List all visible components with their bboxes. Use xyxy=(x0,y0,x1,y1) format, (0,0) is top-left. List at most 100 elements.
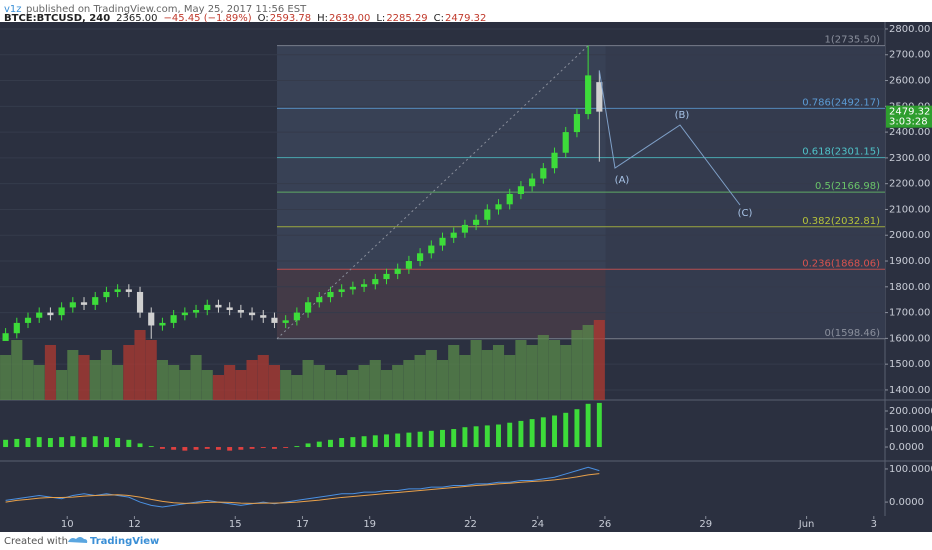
candle-body xyxy=(114,289,121,292)
volume-bar xyxy=(145,340,157,400)
volume-bar xyxy=(235,370,247,400)
user[interactable]: v1z xyxy=(4,4,22,15)
price-tag xyxy=(886,105,932,128)
hist-bar xyxy=(81,437,87,448)
candle-body xyxy=(461,224,468,233)
candle-body xyxy=(293,312,300,321)
hist-bar xyxy=(182,447,188,451)
hist-bar xyxy=(585,403,591,448)
y2-tick-label: 0.0000 xyxy=(889,497,924,508)
candle-body xyxy=(338,289,345,292)
volume-bar xyxy=(358,365,370,400)
volume-bar xyxy=(224,365,236,400)
indicator-line xyxy=(5,473,600,504)
hist-bar xyxy=(193,447,199,450)
volume-bar xyxy=(190,355,202,400)
candle-body xyxy=(36,312,43,318)
hist-bar xyxy=(473,426,479,448)
candle-body xyxy=(148,312,155,326)
hist-bar xyxy=(596,402,602,448)
y-tick-label: 1700.00 xyxy=(889,308,930,319)
hist-bar xyxy=(507,422,513,448)
candle-body xyxy=(349,286,356,290)
fib-label: 0.5(2166.98) xyxy=(815,181,880,192)
hist-bar xyxy=(271,447,277,449)
y-tick-label: 2700.00 xyxy=(889,50,930,61)
hist-bar xyxy=(171,447,177,450)
brand[interactable]: TradingView xyxy=(90,536,159,547)
price-axis-bg xyxy=(885,22,932,516)
candle-body xyxy=(2,333,9,341)
candle-body xyxy=(596,82,603,112)
y-tick-label: 1400.00 xyxy=(889,385,930,396)
x-tick-label: 3 xyxy=(871,519,877,530)
y-tick-label: 2600.00 xyxy=(889,76,930,87)
candle-body xyxy=(47,312,54,316)
x-tick-label: 26 xyxy=(599,519,612,530)
candle-body xyxy=(204,304,211,311)
hist-bar xyxy=(70,436,76,448)
time-axis-bg xyxy=(0,516,932,532)
ohlc-label: L: xyxy=(376,13,385,24)
volume-bar xyxy=(560,345,572,400)
candle-body xyxy=(484,209,491,220)
volume-bar xyxy=(257,355,269,400)
volume-bar xyxy=(481,350,493,400)
candle-body xyxy=(125,289,132,292)
volume-bar xyxy=(392,365,404,400)
y-tick-label: 2300.00 xyxy=(889,153,930,164)
volume-bar xyxy=(537,335,549,400)
x-tick-label: 22 xyxy=(464,519,477,530)
candle-body xyxy=(405,261,412,269)
hist-bar xyxy=(529,419,535,448)
volume-bar xyxy=(112,365,124,400)
volume-bar xyxy=(280,370,292,400)
volume-bar xyxy=(168,365,180,400)
hist-bar xyxy=(159,447,165,449)
header-field: 2479.32 xyxy=(445,13,486,24)
ohlc-label: H: xyxy=(317,13,328,24)
hist-bar xyxy=(294,446,300,448)
plot: 2800.002700.002600.002500.002400.002300.… xyxy=(0,24,932,530)
candle-body xyxy=(562,132,569,153)
volume-bar xyxy=(313,365,325,400)
header-field: BTCE:BTCUSD, 240 xyxy=(4,13,110,24)
candle-body xyxy=(24,317,32,323)
hist-bar xyxy=(462,427,468,448)
y1-tick-label: 0.0000 xyxy=(889,442,924,453)
volume-bar xyxy=(179,370,191,400)
fib-label: 1(2735.50) xyxy=(824,35,880,46)
fib-label: 0.618(2301.15) xyxy=(802,147,880,158)
candle-body xyxy=(282,320,289,323)
volume-bar xyxy=(324,370,337,400)
y-tick-label: 2800.00 xyxy=(889,24,930,35)
candle-body xyxy=(13,322,20,334)
hist-bar xyxy=(204,447,210,449)
volume-bar xyxy=(100,350,112,400)
candle-body xyxy=(394,268,401,274)
candle-body xyxy=(192,310,200,313)
symbol-line: BTCE:BTCUSD, 240 2365.00 −45.45 (−1.89%) O:… xyxy=(4,13,486,24)
hist-bar xyxy=(574,409,580,448)
candle-body xyxy=(495,204,502,210)
volume-bar xyxy=(593,320,605,400)
ohlc-label: O: xyxy=(258,13,269,24)
volume-bar xyxy=(291,375,303,400)
x-tick-label: 24 xyxy=(531,519,544,530)
candle-body xyxy=(540,168,547,179)
candle-body xyxy=(159,322,166,326)
hist-bar xyxy=(518,420,524,448)
candle-body xyxy=(80,302,88,305)
hist-bar xyxy=(3,439,9,448)
hist-bar xyxy=(350,437,356,448)
y-tick-label: 2400.00 xyxy=(889,127,930,138)
wave-label: (C) xyxy=(738,208,753,219)
y2-tick-label: 100.0000 xyxy=(889,464,932,475)
candle-body xyxy=(383,273,390,280)
volume-bar xyxy=(492,345,505,400)
hist-bar xyxy=(59,437,65,448)
volume-bar xyxy=(246,360,258,400)
hist-bar xyxy=(406,432,412,448)
candle-body xyxy=(428,245,435,254)
x-tick-label: 19 xyxy=(363,519,376,530)
